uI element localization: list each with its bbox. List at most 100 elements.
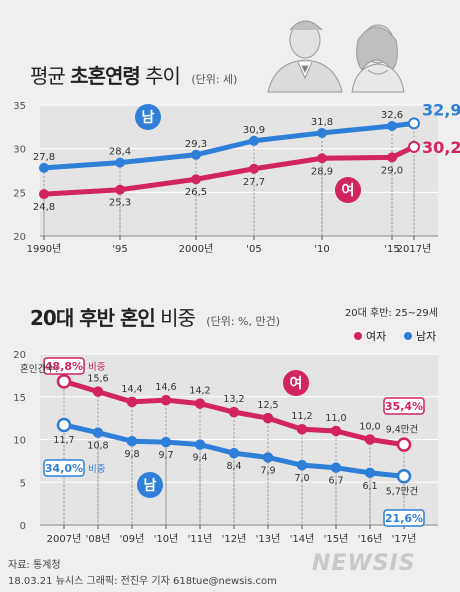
chart1-point	[249, 163, 259, 174]
chart2-point	[228, 406, 240, 418]
chart1-last-label: 30,2	[422, 138, 460, 157]
chart2-point	[92, 427, 104, 438]
chart2-point-label: 10,0	[359, 422, 380, 433]
chart2-x-tick: '13년	[256, 533, 281, 545]
chart1-y-tick: 35	[13, 101, 26, 112]
chart2-point-label: 10,8	[87, 441, 108, 452]
chart1-point	[115, 184, 125, 195]
chart2-point	[364, 434, 376, 445]
chart1-point	[115, 157, 125, 168]
chart1-point	[387, 152, 397, 163]
chart2-point	[330, 425, 342, 437]
legend-female-label: 여자	[366, 330, 386, 343]
chart1-series-badge-label: 여	[342, 182, 355, 199]
chart1-point-label: 25,3	[109, 198, 131, 209]
source-line-1: 자료: 통계청	[8, 560, 61, 571]
chart2-share-value-end: 21,6%	[385, 512, 423, 525]
chart1-point	[317, 127, 327, 138]
chart1-x-tick: 2000년	[179, 243, 214, 255]
chart2-point	[160, 394, 172, 406]
chart2-share-box-start	[43, 357, 85, 375]
chart2-count-label: 혼인건수:	[20, 363, 58, 375]
chart1-point	[191, 149, 201, 160]
chart2-share-word: 비중	[88, 362, 106, 373]
chart2-point-label: 9,4	[192, 453, 207, 464]
chart1-y-tick: 20	[13, 232, 26, 243]
chart1-point	[408, 140, 420, 153]
chart2-point-label: 7,0	[294, 473, 309, 484]
chart2-point	[126, 396, 138, 408]
chart2-point-label: 12,5	[257, 400, 278, 411]
chart2-y-tick: 20	[13, 350, 26, 361]
chart1-series-badge-label: 남	[142, 109, 155, 126]
chart2-point	[262, 412, 274, 424]
chart1-x-tick: '10	[314, 244, 329, 255]
chart2-series-badge-female	[283, 370, 309, 396]
chart2-point-label: 5,7만건	[386, 486, 419, 497]
legend-female-marker	[354, 332, 362, 340]
chart2-point-label: 11,7	[53, 435, 74, 446]
chart1-point-label: 32,6	[381, 110, 403, 121]
chart2-point	[296, 459, 308, 471]
chart2-point	[330, 462, 342, 473]
chart1-x-tick: '95	[112, 244, 127, 255]
chart2-point	[262, 452, 274, 463]
chart2-point-label: 14,2	[189, 386, 210, 397]
chart1-x-tick: '15	[384, 244, 399, 255]
chart1-point-label: 28,4	[109, 147, 131, 158]
chart2-x-tick: 2007년	[47, 533, 82, 545]
chart2-point	[92, 386, 104, 397]
chart2-point	[296, 423, 308, 435]
legend-male-marker	[404, 332, 412, 340]
chart2-share-word: 비중	[88, 464, 106, 475]
chart2-x-tick: '16년	[358, 533, 383, 545]
chart2-point-label: 6,1	[362, 481, 377, 492]
chart2-point	[194, 439, 206, 450]
chart2-point-label: 14,4	[121, 384, 142, 395]
chart1-x-tick: 2017년	[397, 243, 432, 255]
chart1-x-tick: 1990년	[27, 243, 62, 255]
chart1-x-tick: '05	[246, 244, 261, 255]
chart1-point	[317, 153, 327, 164]
chart2-title-bold: 20대 후반 혼인	[30, 306, 156, 330]
chart1-point	[387, 120, 397, 131]
chart1-point-label: 30,9	[243, 125, 265, 136]
chart1-title-bold: 초혼연령	[70, 64, 141, 88]
chart2-unit: (단위: %, 만건)	[206, 315, 281, 328]
chart2-share-value-end: 35,4%	[385, 400, 423, 413]
chart2-point-label: 6,7	[328, 476, 343, 487]
chart2-point-label: 11,2	[291, 411, 312, 422]
legend-male-label: 남자	[416, 330, 436, 343]
chart2-point	[56, 417, 72, 433]
chart1-series-badge-female	[335, 177, 361, 203]
chart2-series-badge-label: 남	[144, 477, 157, 494]
chart2-x-tick: '11년	[188, 533, 213, 545]
chart2-point-label: 9,7	[158, 450, 173, 461]
chart2-x-tick: '08년	[86, 533, 111, 545]
chart2-point	[56, 374, 72, 389]
chart2-x-tick: '09년	[120, 533, 145, 545]
wedding-couple-icon	[267, 20, 405, 93]
chart2-point	[228, 447, 240, 459]
chart2-y-tick: 0	[20, 521, 26, 532]
chart1-last-label: 32,9	[422, 100, 460, 119]
newsis-watermark: NEWSIS	[312, 551, 416, 576]
source-line-2: 18.03.21 뉴시스 그래픽: 전진우 기자 618tue@newsis.c…	[8, 576, 277, 587]
chart2-point	[160, 436, 172, 448]
chart2-share-value-start: 34,0%	[45, 462, 83, 475]
chart2-point	[364, 467, 376, 479]
chart1-point-label: 29,3	[185, 139, 207, 150]
chart1-point-label: 26,5	[185, 187, 207, 198]
chart2-title-end: 비중	[160, 306, 196, 330]
chart2-share-box-end	[383, 509, 425, 527]
chart1-point	[408, 117, 420, 130]
chart2-x-tick: '12년	[222, 533, 247, 545]
chart2-point	[396, 437, 412, 452]
chart2-subtitle: 20대 후반: 25~29세	[345, 307, 438, 319]
chart2-plot: 0 5 10 15 20 2007년 '08년 '09년 '10년 '11년 '12년 '13년 '14…	[13, 307, 438, 545]
chart2-x-tick: '15년	[324, 533, 349, 545]
chart2-series-badge-label: 여	[290, 375, 303, 392]
chart1-y-tick: 30	[13, 145, 26, 156]
chart2-y-tick: 10	[13, 436, 26, 447]
